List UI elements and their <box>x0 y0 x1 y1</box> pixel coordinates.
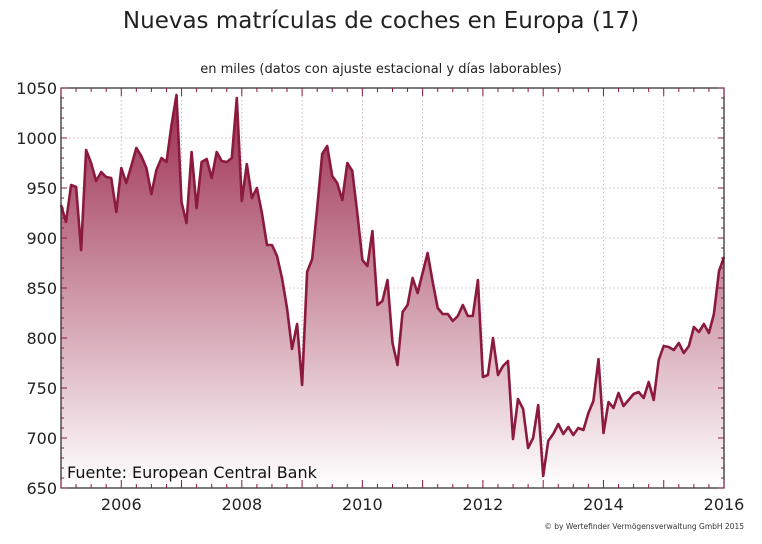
y-tick-label: 1050 <box>16 79 57 98</box>
x-tick-label: 2012 <box>463 495 504 514</box>
x-tick-label: 2008 <box>221 495 262 514</box>
source-annotation: Fuente: European Central Bank <box>67 463 318 482</box>
y-tick-label: 1000 <box>16 129 57 148</box>
series-area <box>61 95 724 488</box>
series-line <box>59 93 726 478</box>
y-tick-label: 950 <box>26 179 57 198</box>
y-tick-label: 800 <box>26 329 57 348</box>
x-tick-label: 2014 <box>583 495 624 514</box>
y-tick-label: 700 <box>26 429 57 448</box>
y-tick-label: 850 <box>26 279 57 298</box>
y-tick-label: 750 <box>26 379 57 398</box>
y-tick-label: 650 <box>26 479 57 498</box>
x-tick-label: 2016 <box>704 495 745 514</box>
y-tick-label: 900 <box>26 229 57 248</box>
chart-subtitle: en miles (datos con ajuste estacional y … <box>200 62 562 77</box>
copyright-note: © by Wertefinder Vermögensverwaltung Gmb… <box>544 522 744 531</box>
x-tick-label: 2010 <box>342 495 383 514</box>
chart-title: Nuevas matrículas de coches en Europa (1… <box>122 8 640 34</box>
x-tick-label: 2006 <box>101 495 142 514</box>
